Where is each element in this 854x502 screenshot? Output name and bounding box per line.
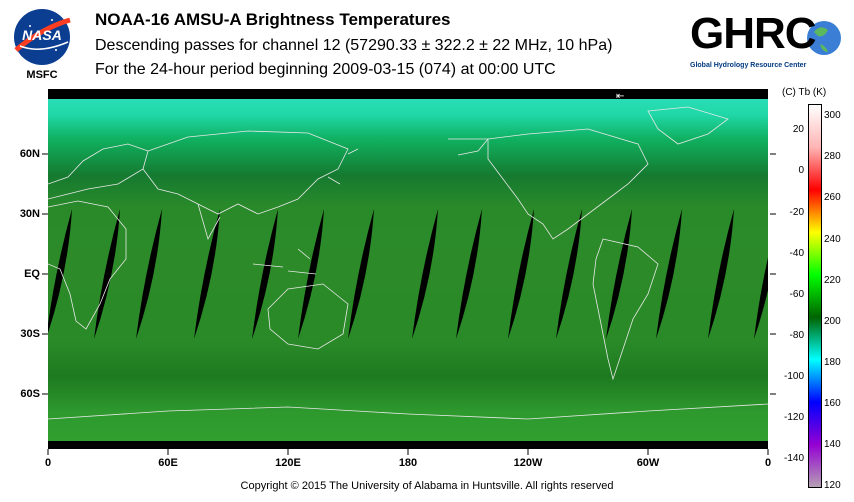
swath-gap bbox=[754, 257, 768, 339]
msfc-label: MSFC bbox=[26, 69, 58, 81]
colorbar-kelvin-tick: 200 bbox=[824, 315, 841, 327]
swath-gap bbox=[48, 209, 72, 333]
lat-label-eq: EQ bbox=[24, 268, 40, 280]
colorbar-celsius-tick: -140 bbox=[783, 452, 804, 464]
colorbar-kelvin-tick: 140 bbox=[824, 438, 841, 450]
colorbar-units: (C) Tb (K) bbox=[782, 87, 827, 98]
swath-gap bbox=[708, 209, 734, 339]
swath-gap bbox=[508, 209, 534, 339]
lat-label-60n: 60N bbox=[19, 148, 40, 160]
swath-gap bbox=[412, 209, 438, 339]
lon-label-60w: 60W bbox=[636, 457, 660, 469]
lon-label-0-east: 0 bbox=[764, 457, 772, 469]
swath-gap bbox=[194, 209, 220, 339]
swath-gap bbox=[94, 209, 120, 339]
colorbar-celsius-tick: -120 bbox=[783, 411, 804, 423]
colorbar-kelvin-tick: 120 bbox=[824, 480, 841, 491]
lon-label-120w: 120W bbox=[513, 457, 543, 469]
swath-gap bbox=[456, 209, 482, 339]
lat-label-30n: 30N bbox=[19, 208, 40, 220]
colorbar-kelvin-tick: 180 bbox=[824, 356, 841, 368]
nasa-logo-text: NASA bbox=[22, 27, 62, 43]
lat-label-30s: 30S bbox=[20, 328, 40, 340]
ghrc-caption: Global Hydrology Resource Center bbox=[690, 62, 807, 69]
swath-gap bbox=[298, 209, 324, 339]
lon-label-180: 180 bbox=[398, 457, 418, 469]
colorbar-kelvin-tick: 280 bbox=[824, 151, 841, 163]
ghrc-logo-text: GHRC bbox=[690, 9, 817, 58]
swath-gap bbox=[556, 209, 582, 339]
colorbar-celsius-tick: -40 bbox=[789, 247, 804, 259]
colorbar-celsius-tick: -60 bbox=[789, 288, 804, 300]
lon-label-60e: 60E bbox=[158, 457, 178, 469]
lon-label-120e: 120E bbox=[275, 457, 301, 469]
colorbar-kelvin-tick: 260 bbox=[824, 192, 841, 204]
colorbar-kelvin-tick: 300 bbox=[824, 110, 841, 122]
colorbar bbox=[808, 104, 822, 488]
subtitle-channel: Descending passes for channel 12 (57290.… bbox=[95, 37, 613, 54]
colorbar-celsius-tick: -100 bbox=[783, 370, 804, 382]
page-title: NOAA-16 AMSU-A Brightness Temperatures bbox=[95, 10, 451, 29]
colorbar-celsius-tick: -20 bbox=[789, 206, 804, 218]
copyright-footer: Copyright © 2015 The University of Alaba… bbox=[240, 480, 614, 492]
colorbar-celsius-tick: 20 bbox=[792, 124, 804, 136]
swath-gap bbox=[656, 209, 682, 339]
swath-gap bbox=[606, 209, 632, 339]
subtitle-period: For the 24-hour period beginning 2009-03… bbox=[95, 61, 556, 78]
nasa-logo bbox=[10, 6, 74, 82]
swath-gap bbox=[136, 209, 162, 339]
coastlines bbox=[48, 106, 768, 420]
colorbar-kelvin-tick: 220 bbox=[824, 274, 841, 286]
colorbar-celsius-tick: 0 bbox=[798, 165, 804, 177]
lon-label-0: 0 bbox=[44, 457, 52, 469]
map-axis-ticks bbox=[42, 153, 776, 455]
colorbar-kelvin-tick: 240 bbox=[824, 233, 841, 245]
swath-gap bbox=[348, 209, 374, 339]
colorbar-celsius-tick: -80 bbox=[789, 329, 804, 341]
ghrc-logo bbox=[688, 8, 848, 78]
lat-label-60s: 60S bbox=[20, 388, 40, 400]
colorbar-kelvin-tick: 160 bbox=[824, 397, 841, 409]
brightness-temperature-map: ⇤ bbox=[48, 89, 768, 449]
swath-gap bbox=[252, 209, 278, 339]
arrow-glyph: ⇤ bbox=[616, 91, 624, 102]
swath-gaps bbox=[48, 209, 768, 339]
